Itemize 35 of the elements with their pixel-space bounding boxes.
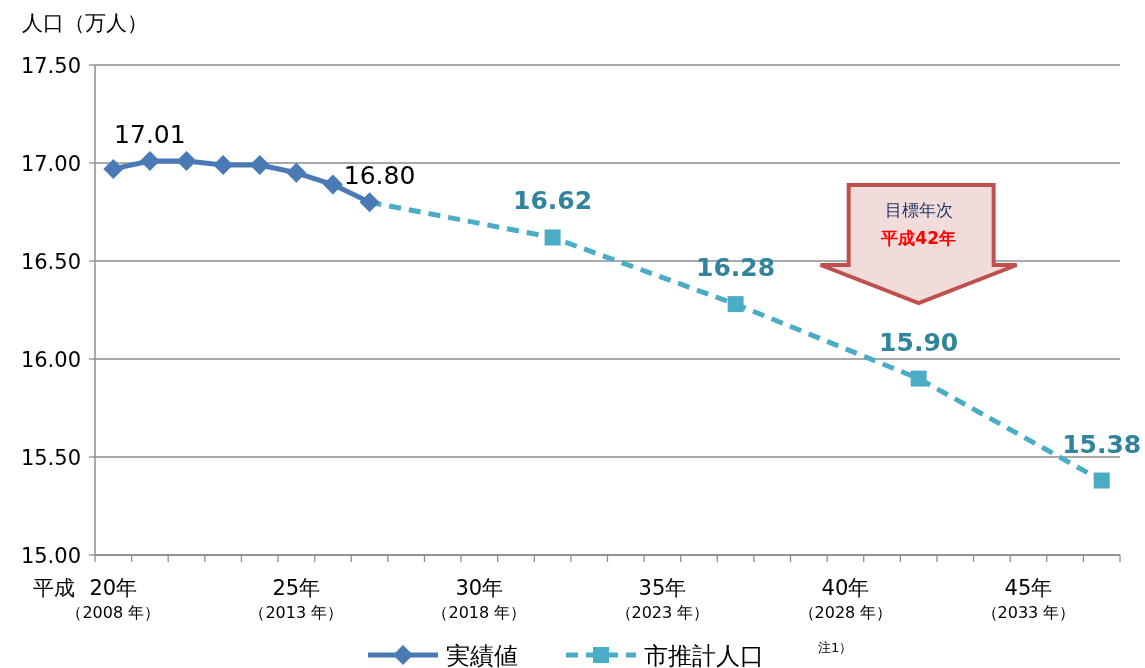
point <box>359 192 380 213</box>
legend-label: 市推計人口 <box>644 642 764 668</box>
point <box>286 162 307 183</box>
point <box>249 154 270 175</box>
y-axis-title: 人口（万人） <box>22 11 148 35</box>
point <box>176 151 197 172</box>
point <box>727 296 744 313</box>
y-tick-label: 17.00 <box>20 152 81 176</box>
point <box>544 229 561 246</box>
legend-label: 実績値 <box>446 642 518 668</box>
y-tick-label: 15.50 <box>20 446 81 470</box>
annotation: 目標年次 <box>884 200 953 220</box>
point <box>910 370 927 387</box>
y-tick-label: 17.50 <box>20 54 81 78</box>
annotation: 平成42年 <box>880 228 956 248</box>
point <box>139 151 160 172</box>
point <box>213 154 234 175</box>
point <box>103 158 124 179</box>
data-label: 16.62 <box>513 186 593 216</box>
data-label: 15.90 <box>879 327 959 357</box>
point <box>322 174 343 195</box>
y-tick-label: 16.50 <box>20 250 81 274</box>
x-tick-label: 25年（2013 年） <box>249 576 344 622</box>
y-tick-label: 16.00 <box>20 348 81 372</box>
data-label: 16.28 <box>696 253 776 283</box>
x-tick-label: 30年（2018 年） <box>432 576 527 622</box>
data-label: 15.38 <box>1062 429 1142 459</box>
x-tick-label: 40年（2028 年） <box>798 576 893 622</box>
y-tick-label: 15.00 <box>20 544 81 568</box>
point <box>1093 472 1110 489</box>
text: 注1） <box>818 640 853 655</box>
data-label: 17.01 <box>114 120 186 150</box>
x-tick-label: 45年（2033 年） <box>981 576 1076 622</box>
x-tick-label: 35年（2023 年） <box>615 576 710 622</box>
data-label: 16.80 <box>343 161 416 191</box>
